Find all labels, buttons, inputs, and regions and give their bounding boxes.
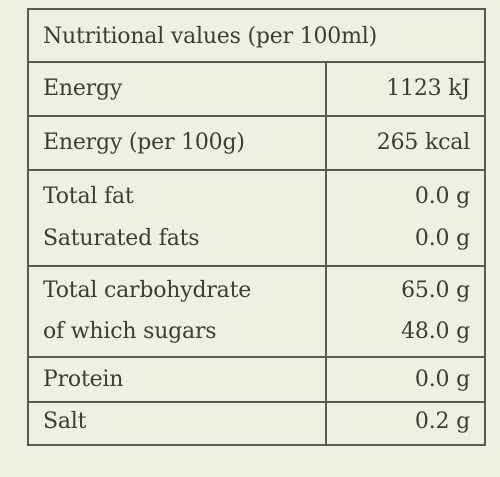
row-value-protein: 0.0 g [414,367,470,392]
row-value-total-fat: 0.0 g [414,184,470,209]
row-value-salt: 0.2 g [414,409,470,434]
row-value-total-carbohydrate: 65.0 g [401,278,470,303]
row-value-sugars: 48.0 g [401,319,470,344]
row-value-energy: 1123 kJ [386,76,470,101]
row-label-energy-per-100g: Energy (per 100g) [43,130,245,155]
row-label-total-fat: Total fat [43,184,134,209]
table-row-energy: Energy 1123 kJ [29,63,484,117]
row-label-saturated-fats: Saturated fats [43,226,200,251]
table-row-salt: Salt 0.2 g [29,403,484,444]
table-row-protein: Protein 0.0 g [29,358,484,403]
row-label-energy: Energy [43,76,123,101]
row-label-protein: Protein [43,367,124,392]
row-label-total-carbohydrate: Total carbohydrate [43,278,252,303]
table-title: Nutritional values (per 100ml) [43,24,377,49]
table-row-energy-per-100g: Energy (per 100g) 265 kcal [29,117,484,171]
row-label-salt: Salt [43,409,87,434]
table-row-carbohydrates: Total carbohydrate 65.0 g of which sugar… [29,267,484,358]
table-row-fats: Total fat 0.0 g Saturated fats 0.0 g [29,171,484,267]
row-label-sugars: of which sugars [43,319,217,344]
nutrition-table: Nutritional values (per 100ml) Energy 11… [27,8,486,446]
row-value-energy-per-100g: 265 kcal [376,130,470,155]
row-value-saturated-fats: 0.0 g [414,226,470,251]
column-divider [325,63,327,444]
table-title-row: Nutritional values (per 100ml) [29,10,484,63]
